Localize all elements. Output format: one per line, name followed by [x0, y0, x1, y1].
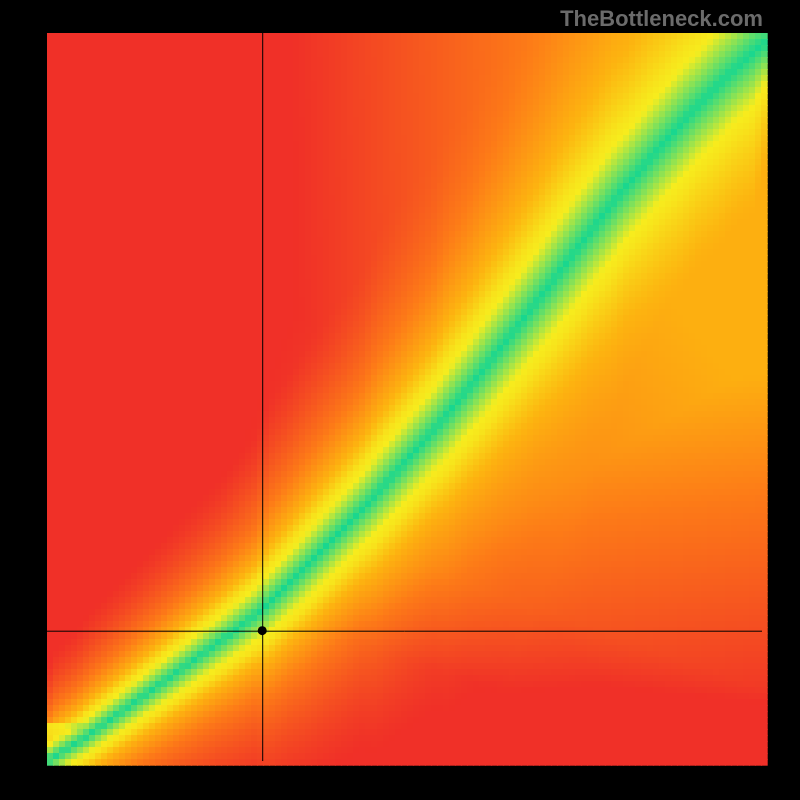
chart-container: TheBottleneck.com — [0, 0, 800, 800]
watermark-label: TheBottleneck.com — [560, 6, 763, 32]
bottleneck-heatmap-canvas — [0, 0, 800, 800]
